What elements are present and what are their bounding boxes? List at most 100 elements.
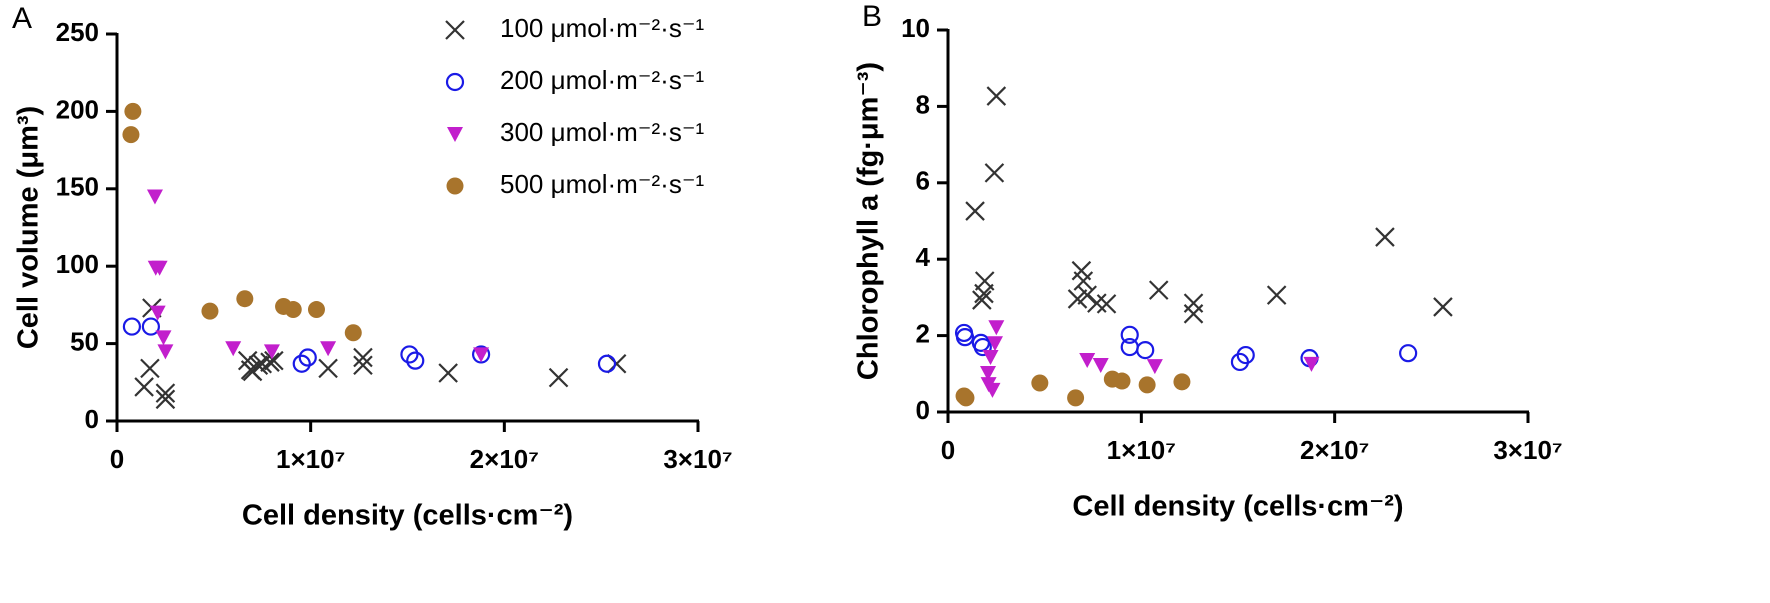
point (140, 358, 160, 379)
x-tick-label: 1×10⁷ (1107, 435, 1176, 465)
legend-item: 100 μmol·m⁻²·s⁻¹ (445, 13, 705, 43)
point (597, 354, 617, 373)
point (438, 363, 458, 383)
y-tick-label: 50 (70, 326, 99, 356)
legend-marker (446, 177, 464, 195)
point (1173, 373, 1191, 391)
point (353, 347, 373, 368)
point-shape (236, 290, 254, 308)
point-shape (146, 189, 163, 205)
point (1067, 389, 1085, 407)
y-tick-label: 6 (916, 166, 930, 196)
point (1031, 374, 1049, 392)
series (146, 189, 490, 363)
point-shape (1136, 341, 1155, 360)
point-shape (982, 349, 999, 365)
point-shape (155, 330, 172, 346)
point-shape (141, 317, 160, 336)
point (473, 347, 490, 363)
x-axis-title: Cell density (cells·cm⁻²) (1072, 491, 1403, 523)
point (155, 383, 176, 403)
point-shape (201, 302, 219, 320)
point-shape (973, 337, 992, 357)
point (548, 367, 569, 388)
point (260, 352, 280, 372)
panel-label: B (862, 0, 882, 33)
legend-label: 100 μmol·m⁻²·s⁻¹ (500, 13, 705, 43)
point-stroke (1375, 227, 1395, 247)
series (122, 102, 362, 342)
point-shape (1146, 359, 1163, 375)
point (1138, 376, 1156, 394)
point (157, 344, 174, 360)
point (236, 290, 254, 308)
point (1136, 341, 1155, 360)
point (973, 337, 992, 357)
x-tick-label: 0 (110, 444, 124, 474)
legend-item: 500 μmol·m⁻²·s⁻¹ (446, 169, 705, 199)
legend-marker (445, 72, 465, 92)
point (122, 126, 140, 144)
y-tick-label: 100 (56, 249, 99, 279)
point-stroke (1096, 294, 1117, 314)
point-stroke (986, 86, 1007, 106)
legend-label: 500 μmol·m⁻²·s⁻¹ (500, 169, 705, 199)
point (1120, 325, 1139, 344)
point-stroke (548, 367, 569, 388)
point (320, 341, 337, 357)
point (318, 358, 338, 379)
point (155, 330, 172, 346)
point (988, 320, 1005, 336)
point-shape (307, 301, 325, 319)
y-axis-title: Chlorophyll a (fg·μm⁻³) (853, 62, 885, 380)
point-stroke (248, 355, 269, 376)
legend-marker (445, 20, 465, 40)
point (292, 354, 311, 373)
y-tick-label: 10 (901, 13, 930, 43)
point-stroke (1071, 260, 1092, 281)
point-shape (980, 366, 997, 382)
point-stroke (1183, 304, 1204, 324)
legend-item: 300 μmol·m⁻²·s⁻¹ (447, 117, 705, 147)
point-stroke (1087, 293, 1107, 313)
point (1236, 345, 1255, 365)
point-shape (1120, 325, 1139, 344)
point-shape (292, 354, 311, 373)
legend-marker (447, 127, 463, 142)
point (1120, 337, 1139, 357)
point (225, 341, 242, 357)
point-shape (445, 72, 465, 92)
point-stroke (438, 363, 458, 383)
x-axis-title: Cell density (cells·cm⁻²) (242, 500, 573, 532)
point-shape (473, 347, 490, 363)
point-shape (400, 345, 419, 364)
y-tick-label: 150 (56, 172, 99, 202)
point (982, 349, 999, 365)
point-shape (1138, 376, 1156, 394)
point-stroke (353, 347, 373, 368)
point-stroke (445, 20, 465, 40)
point-stroke (1077, 285, 1097, 305)
point (1183, 293, 1204, 313)
point (155, 389, 176, 410)
point (1092, 358, 1109, 374)
point (141, 317, 160, 336)
point-stroke (1073, 271, 1094, 291)
point-stroke (1266, 285, 1287, 305)
point-shape (1067, 389, 1085, 407)
point (1087, 293, 1107, 313)
point-stroke (260, 352, 280, 372)
y-tick-label: 2 (916, 318, 930, 348)
point-stroke (134, 377, 154, 397)
point-shape (406, 351, 425, 370)
point (353, 355, 373, 376)
point (124, 102, 142, 120)
series (965, 86, 1453, 324)
point-shape (122, 317, 142, 336)
point-shape (597, 354, 617, 373)
point (1148, 280, 1169, 300)
point (984, 382, 1001, 398)
point (307, 301, 325, 319)
point-shape (988, 320, 1005, 336)
